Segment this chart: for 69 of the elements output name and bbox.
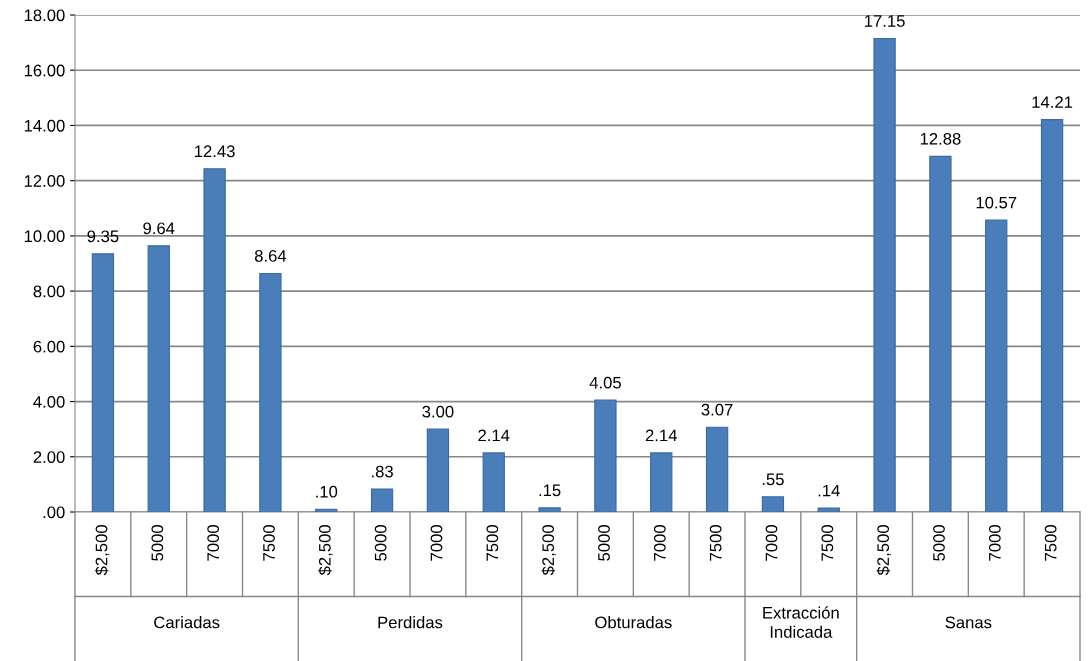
data-label: 17.15 [865, 15, 905, 27]
y-tick-label: 18.00 [24, 9, 65, 22]
x-tick-label: 7000 [765, 525, 778, 561]
bar [650, 452, 673, 512]
data-label: .55 [762, 473, 784, 486]
data-label: 3.07 [701, 403, 733, 416]
x-tick-label: 7500 [263, 525, 275, 561]
x-tick-label: $2,500 [318, 525, 333, 576]
bar [482, 452, 505, 512]
x-tick-label: $2,500 [94, 525, 110, 576]
x-tick-label: 7000 [988, 525, 1001, 561]
x-tick-label: 5000 [374, 525, 387, 561]
x-tick-label: $2,500 [876, 525, 892, 576]
y-tick-label: 12.00 [24, 175, 65, 187]
bar [203, 168, 226, 512]
x-tick-label: 7000 [430, 525, 443, 561]
bar [594, 399, 617, 512]
data-label: 4.05 [589, 376, 621, 389]
x-tick-label: 7500 [486, 525, 499, 561]
y-tick-label: 8.00 [33, 285, 65, 298]
y-tick-label: 14.00 [24, 119, 65, 132]
data-label: .10 [316, 485, 338, 498]
bar [91, 253, 115, 512]
y-tick-label: 16.00 [24, 64, 65, 77]
data-label: 3.00 [422, 405, 454, 418]
bar [315, 508, 338, 512]
x-tick-label: 7500 [821, 525, 834, 561]
y-tick-label: 4.00 [33, 395, 65, 408]
bar [1040, 119, 1064, 512]
data-label: 12.43 [195, 145, 235, 158]
bar [705, 426, 729, 512]
data-label: 14.21 [1032, 96, 1073, 108]
data-label: .15 [539, 484, 561, 497]
bar [761, 496, 785, 512]
text: Sanas [945, 616, 992, 629]
bar [817, 507, 840, 512]
y-tick-label: .00 [43, 506, 65, 519]
text: Perdidas [378, 616, 443, 629]
data-label: 9.35 [87, 230, 119, 243]
x-tick-label: 7500 [709, 525, 722, 561]
text: Obturadas [595, 616, 672, 629]
bar [929, 155, 952, 512]
data-label: 10.57 [976, 196, 1017, 209]
x-tick-label: 7500 [1044, 525, 1057, 561]
bar [147, 245, 170, 512]
bar [259, 272, 282, 512]
data-label: 12.88 [920, 132, 961, 145]
bar [538, 507, 561, 512]
x-tick-label: 7000 [207, 525, 220, 561]
y-tick-label: 10.00 [24, 230, 65, 243]
x-tick-label: 5000 [598, 525, 610, 561]
bar [873, 37, 896, 512]
data-label: 9.64 [143, 222, 175, 235]
x-tick-label: 5000 [151, 525, 164, 561]
y-tick-label: 6.00 [33, 340, 65, 353]
data-label: .83 [372, 465, 393, 478]
data-label: 2.14 [645, 429, 677, 442]
text: Cariadas [154, 616, 220, 629]
bar [426, 428, 450, 512]
x-tick-label: 5000 [933, 525, 945, 561]
bar [370, 488, 394, 512]
data-label: 2.14 [478, 429, 510, 442]
x-tick-label: 7000 [653, 525, 666, 561]
data-label: 8.64 [254, 250, 287, 262]
x-tick-label: $2,500 [541, 525, 557, 576]
data-label: .14 [818, 484, 840, 497]
bar [985, 219, 1008, 512]
y-tick-label: 2.00 [33, 451, 65, 463]
text: Extracción Indicada [763, 606, 839, 638]
